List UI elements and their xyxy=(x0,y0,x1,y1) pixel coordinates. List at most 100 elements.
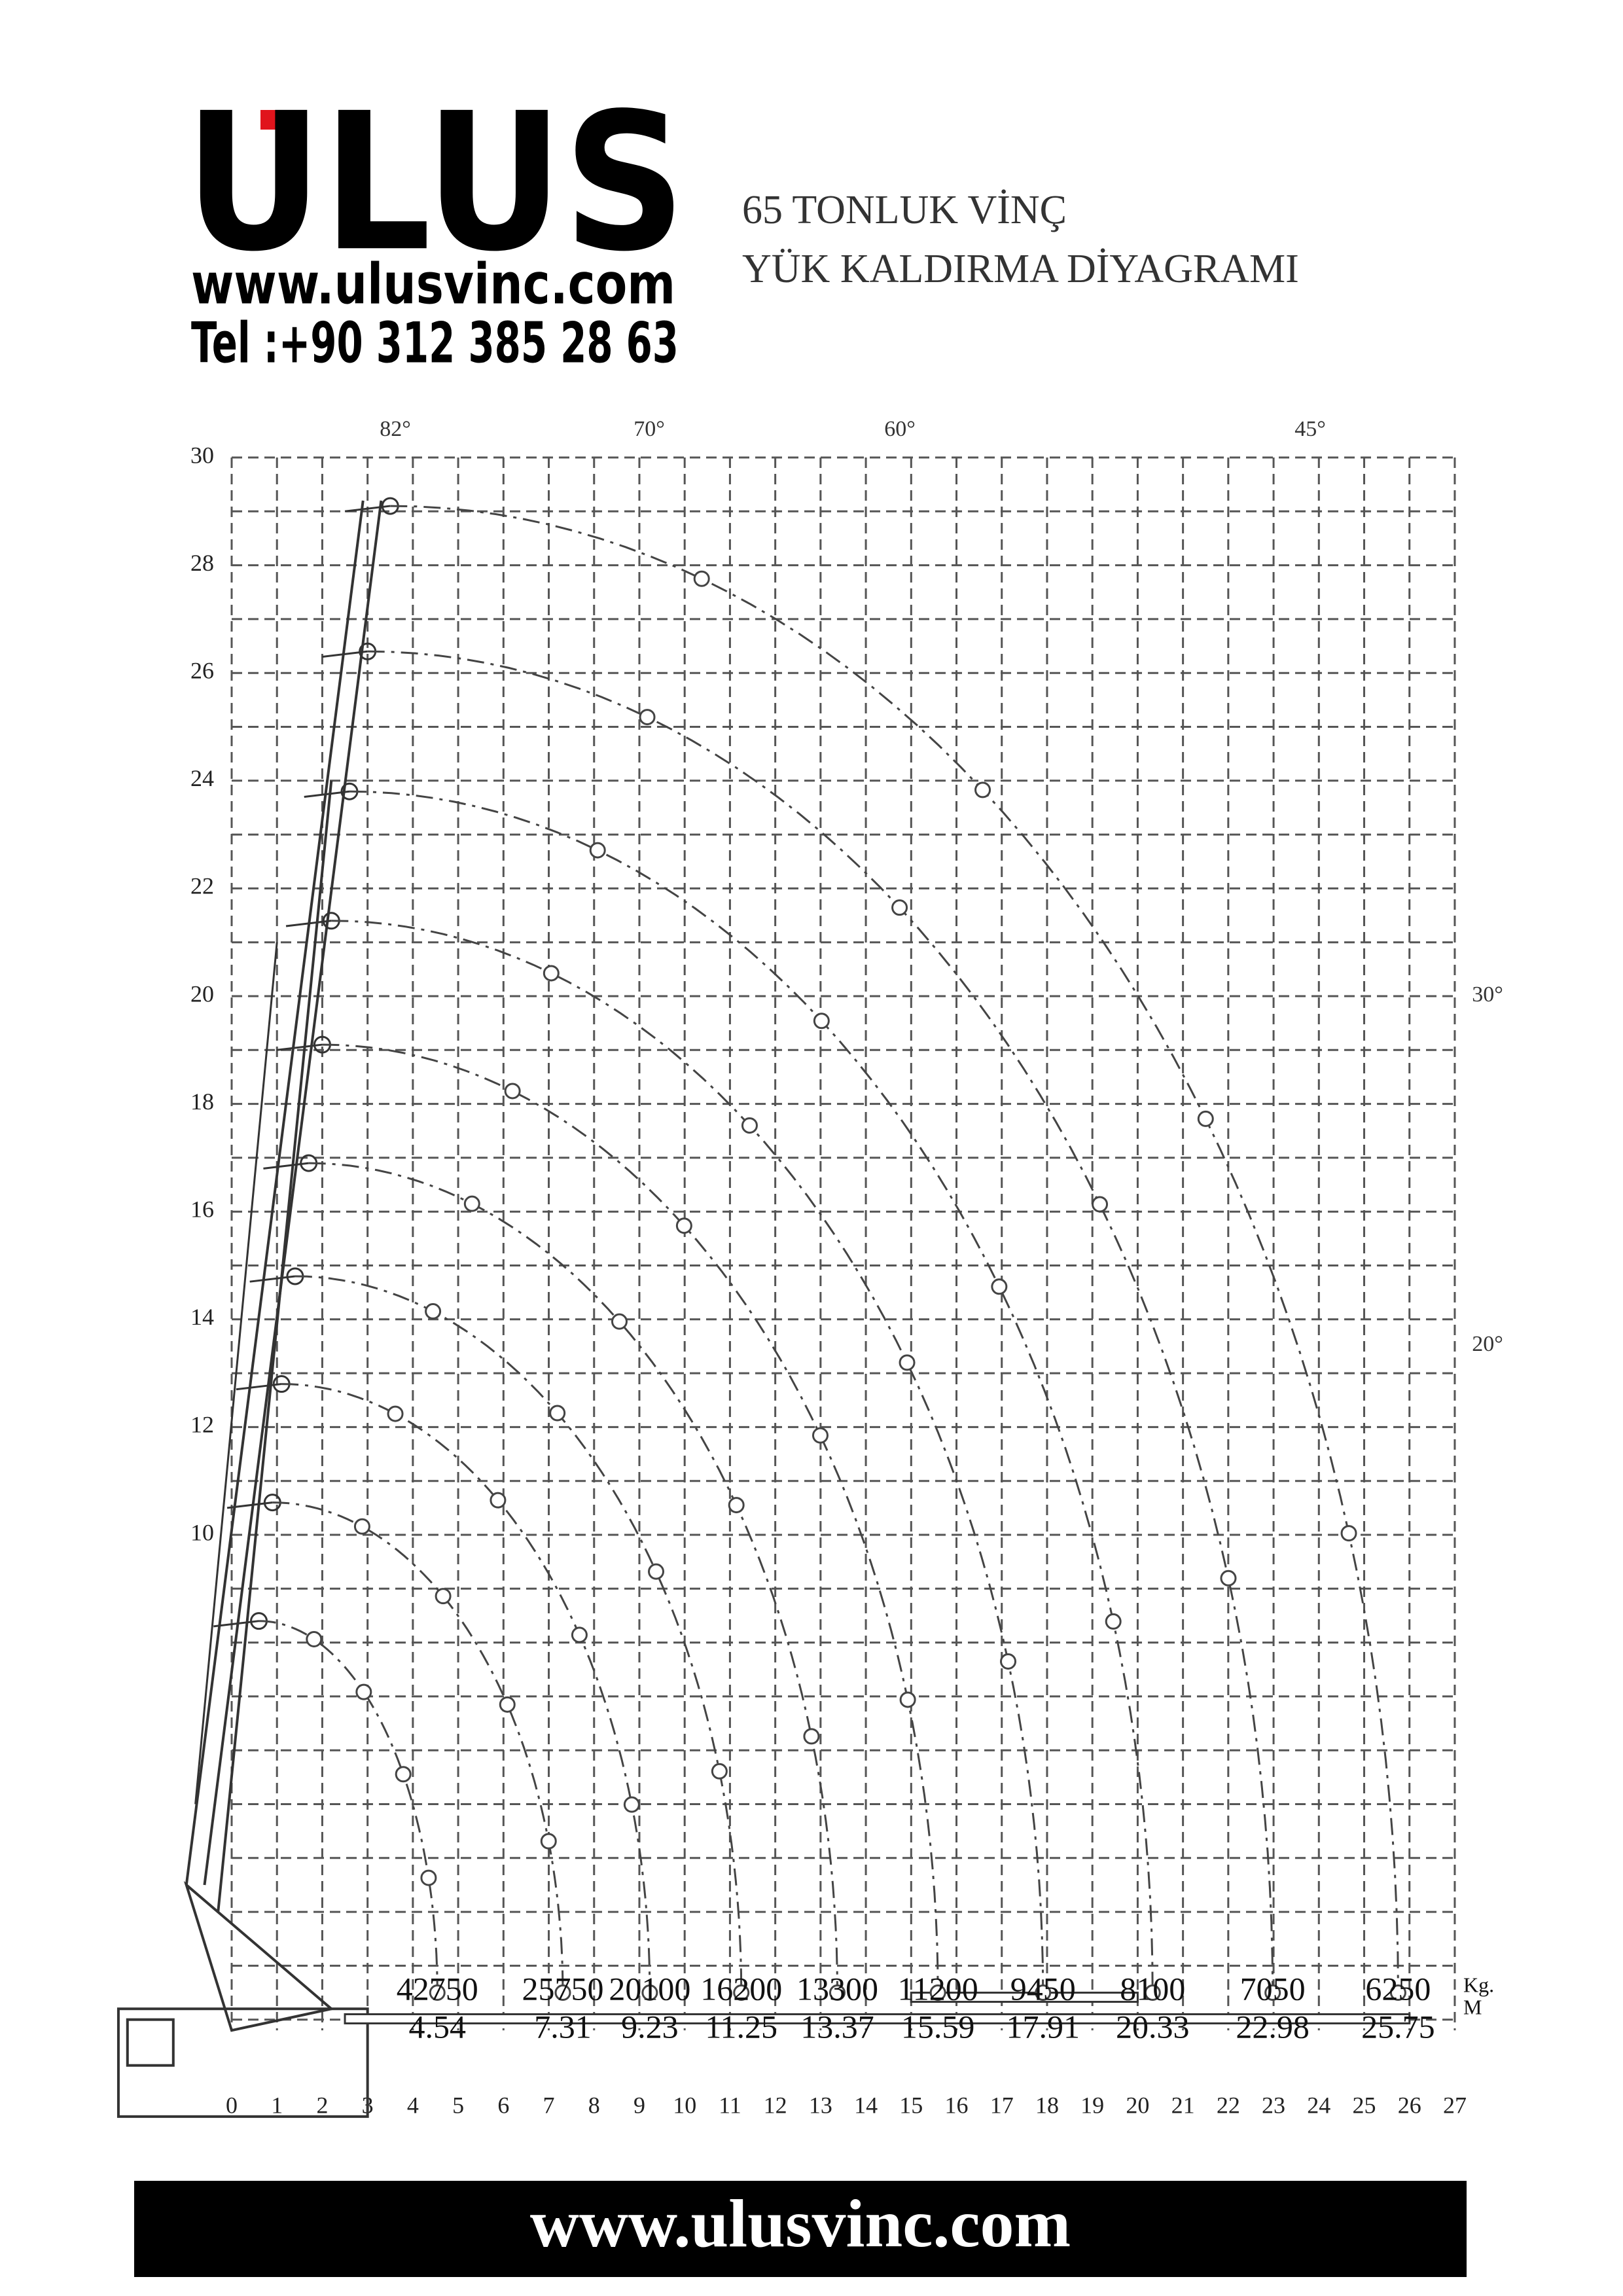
website: www.ulusvinc.com xyxy=(191,251,675,317)
x-tick-label: 0 xyxy=(226,2092,238,2118)
x-tick-label: 6 xyxy=(497,2092,509,2118)
reach-curve xyxy=(349,790,1154,1993)
truck-body xyxy=(116,2007,369,2118)
radius-label: 4.54 xyxy=(409,2008,467,2045)
x-tick-label: 1 xyxy=(271,2092,283,2118)
x-tick-label: 15 xyxy=(899,2092,923,2118)
angle-label: 45° xyxy=(1294,417,1326,441)
title-line: 65 TONLUK VİNÇ xyxy=(742,188,1067,232)
footer-bar xyxy=(134,2181,1467,2277)
boom-line xyxy=(217,780,333,1912)
load-label: 20100 xyxy=(609,1970,690,2007)
x-tick-label: 8 xyxy=(588,2092,600,2118)
radius-label: 17.91 xyxy=(1006,2008,1080,2045)
load-label: 8100 xyxy=(1120,1970,1185,2007)
curve-marker xyxy=(490,1492,507,1509)
curve-marker xyxy=(812,1427,829,1444)
reach-curve xyxy=(331,920,1044,1993)
x-tick-label: 13 xyxy=(809,2092,832,2118)
logo-accent xyxy=(260,110,276,130)
boom-line xyxy=(185,500,365,1886)
y-tick-label: 22 xyxy=(190,873,214,899)
x-tick-label: 12 xyxy=(764,2092,787,2118)
radius-label: 9.23 xyxy=(621,2008,679,2045)
outrigger xyxy=(910,1992,1139,2003)
y-tick-label: 16 xyxy=(190,1196,214,1222)
load-label: 42750 xyxy=(397,1970,478,2007)
reach-curve xyxy=(322,1043,939,1993)
x-tick-label: 10 xyxy=(673,2092,696,2118)
curve-marker xyxy=(554,1984,571,2001)
curve-marker xyxy=(693,570,710,587)
curve-marker xyxy=(899,1691,916,1708)
load-label: 6250 xyxy=(1365,1970,1431,2007)
x-tick-label: 7 xyxy=(543,2092,555,2118)
curve-marker xyxy=(543,965,560,982)
footer-website: www.ulusvinc.com xyxy=(530,2186,1071,2261)
x-tick-label: 21 xyxy=(1171,2092,1195,2118)
y-tick-label: 10 xyxy=(190,1519,214,1545)
radius-label: 25.75 xyxy=(1361,2008,1435,2045)
load-label: 11200 xyxy=(898,1970,978,2007)
x-tick-label: 16 xyxy=(945,2092,969,2118)
load-label: 7050 xyxy=(1240,1970,1306,2007)
curve-marker xyxy=(1000,1653,1017,1670)
x-tick-label: 18 xyxy=(1035,2092,1059,2118)
curve-marker xyxy=(623,1796,640,1813)
brand: ULUS xyxy=(185,73,686,293)
boom-line xyxy=(203,500,383,1886)
load-label: 13300 xyxy=(796,1970,878,2007)
x-tick-label: 25 xyxy=(1353,2092,1376,2118)
y-tick-label: 26 xyxy=(190,657,214,683)
curve-marker xyxy=(711,1763,728,1780)
curve-marker xyxy=(395,1766,412,1783)
x-tick-label: 23 xyxy=(1262,2092,1285,2118)
load-label: 9450 xyxy=(1010,1970,1076,2007)
x-tick-label: 4 xyxy=(407,2092,419,2118)
curve-marker xyxy=(463,1195,480,1212)
outrigger xyxy=(344,2013,1411,2024)
radius-label: 7.31 xyxy=(534,2008,592,2045)
phone: Tel :+90 312 385 28 63 xyxy=(191,310,679,376)
x-tick-label: 20 xyxy=(1126,2092,1149,2118)
curve-marker xyxy=(549,1405,566,1422)
logo-accent xyxy=(527,110,543,130)
x-tick-label: 24 xyxy=(1307,2092,1330,2118)
curve-marker xyxy=(899,1354,916,1371)
curve-marker xyxy=(974,781,991,798)
y-tick-label: 28 xyxy=(190,550,214,576)
radius-label: 13.37 xyxy=(800,2008,874,2045)
curve-marker xyxy=(648,1563,665,1580)
x-tick-label: 17 xyxy=(990,2092,1014,2118)
curve-marker xyxy=(728,1497,745,1514)
y-tick-label: 12 xyxy=(190,1412,214,1438)
truck-cab xyxy=(126,2018,175,2067)
reach-curve xyxy=(294,1275,743,1993)
curve-marker xyxy=(1092,1196,1109,1213)
curve-marker xyxy=(355,1683,372,1700)
title-line: YÜK KALDIRMA DİYAGRAMI xyxy=(742,247,1299,291)
x-tick-label: 5 xyxy=(452,2092,464,2118)
radius-label: 15.59 xyxy=(901,2008,975,2045)
x-tick-label: 2 xyxy=(316,2092,328,2118)
boom-line xyxy=(194,942,278,1804)
curve-marker xyxy=(499,1696,516,1713)
radius-label: 11.25 xyxy=(705,2008,777,2045)
curve-marker xyxy=(504,1083,521,1100)
curve-marker xyxy=(813,1013,830,1030)
curve-marker xyxy=(741,1117,758,1134)
load-chart: 0 1 2 3 4 5 6 7 8 9 10 11 12 13 14 15 16 17 18 19 20 21 22 23 24… xyxy=(116,417,1503,2118)
y-tick-label: 20 xyxy=(190,980,214,1007)
curve-marker xyxy=(429,1984,446,2001)
curve-marker xyxy=(571,1626,588,1643)
unit-label: M xyxy=(1463,1995,1482,2018)
curve-marker xyxy=(803,1728,820,1745)
curve-marker xyxy=(1197,1110,1214,1127)
x-tick-label: 26 xyxy=(1398,2092,1421,2118)
angle-label: 20° xyxy=(1472,1332,1503,1356)
angle-label: 82° xyxy=(380,417,411,441)
curve-marker xyxy=(1105,1613,1122,1630)
curve-marker xyxy=(829,1984,846,2001)
